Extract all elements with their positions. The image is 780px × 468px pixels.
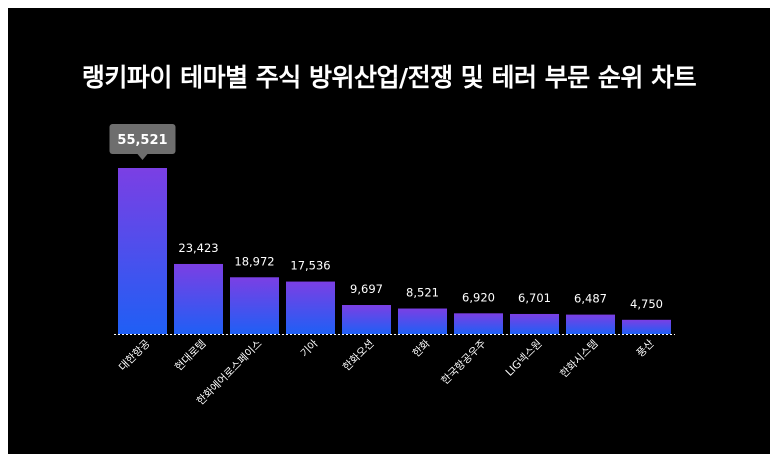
value-labels-group: 55,521 23,423 18,972 17,536 9,697 8,521 6,920 6…	[109, 124, 663, 311]
value-label: 17,536	[290, 259, 330, 273]
bar-2	[174, 263, 223, 334]
bar-6	[398, 308, 447, 334]
value-label: 23,423	[178, 241, 218, 255]
category-label: 풍산	[634, 337, 656, 359]
category-label: 한화시스템	[558, 338, 601, 381]
bar-chart: 55,521 23,423 18,972 17,536 9,697 8,521 6,920 6…	[109, 124, 675, 408]
value-label: 6,920	[462, 290, 495, 304]
bar-4	[286, 281, 335, 334]
bar-10	[622, 319, 671, 334]
bar-1	[118, 168, 167, 334]
callout-box	[109, 124, 176, 154]
value-label: 4,750	[630, 297, 663, 311]
category-label: 한화오션	[341, 338, 377, 374]
category-label: 기아	[298, 337, 320, 359]
value-label: 9,697	[350, 282, 383, 296]
category-label: 한국항공우주	[439, 337, 489, 387]
bar-3	[230, 277, 279, 334]
category-label: 한화	[410, 337, 432, 359]
category-label: 대한항공	[117, 337, 153, 373]
bar-7	[454, 313, 503, 334]
category-label: LIG넥스원	[504, 338, 545, 379]
value-label: 55,521	[117, 133, 167, 148]
value-label: 8,521	[406, 286, 439, 300]
chart-frame: 랭키파이 테마별 주식 방위산업/전쟁 및 테러 부문 순위 차트 55,521…	[8, 8, 770, 454]
value-label: 18,972	[234, 254, 274, 268]
value-label: 6,487	[574, 292, 607, 306]
value-label: 6,701	[518, 291, 551, 305]
bar-9	[566, 314, 615, 334]
category-label: 현대로템	[173, 338, 209, 374]
bars-group	[118, 168, 671, 334]
bar-8	[510, 313, 559, 334]
bar-5	[342, 305, 391, 334]
value-callout: 55,521	[109, 124, 176, 160]
callout-pointer	[137, 154, 148, 160]
chart-title: 랭키파이 테마별 주식 방위산업/전쟁 및 테러 부문 순위 차트	[81, 63, 697, 92]
